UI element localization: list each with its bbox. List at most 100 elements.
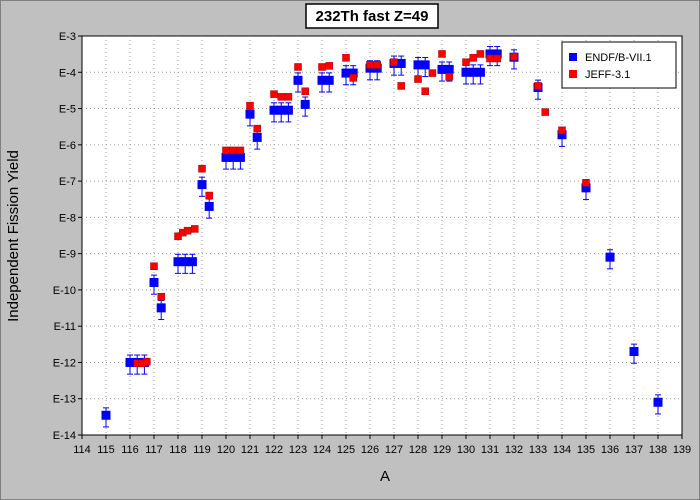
point-jeff [397,82,405,90]
point-endf [101,410,111,420]
point-endf [197,180,207,190]
y-tick-label: E-10 [53,285,76,297]
x-tick-label: 133 [529,444,547,456]
x-tick-label: 121 [241,444,259,456]
y-tick-label: E-9 [59,249,76,261]
plot-area [81,35,683,436]
point-endf [475,67,485,77]
y-tick-label: E-14 [53,430,76,442]
point-jeff [270,90,278,98]
point-jeff [157,292,165,301]
x-tick-label: 128 [409,444,427,456]
point-jeff [349,74,357,82]
x-tick-label: 117 [145,444,163,456]
point-jeff [421,87,429,95]
point-jeff [541,108,549,116]
legend-label-endf: ENDF/B-VII.1 [585,52,652,64]
y-axis-label: Independent Fission Yield [5,150,22,322]
y-tick-label: E-13 [53,394,76,406]
point-jeff [510,52,518,61]
point-endf [156,303,166,313]
x-tick-label: 114 [73,444,91,456]
y-tick-label: E-3 [59,31,76,43]
x-tick-label: 131 [481,444,499,456]
point-jeff [301,87,309,95]
point-endf [149,278,159,288]
point-jeff [325,62,333,70]
point-jeff [205,191,213,200]
point-endf [269,105,279,115]
point-jeff [486,54,494,63]
point-jeff [284,93,293,101]
point-endf [437,64,447,74]
point-endf [557,130,567,140]
x-tick-label: 118 [169,444,187,456]
x-tick-label: 122 [265,444,283,456]
point-jeff [198,164,206,173]
x-tick-label: 136 [601,444,619,456]
legend-box [561,41,677,89]
x-axis-ticks: 114 115 116 117 118 119 120 121 122 123 124 125 126 1… [73,435,691,456]
x-tick-label: 130 [457,444,475,456]
x-tick-label: 124 [313,444,331,456]
x-tick-label: 138 [649,444,667,456]
legend-marker-endf [569,53,577,61]
point-endf [252,132,262,142]
x-tick-label: 132 [505,444,523,456]
point-endf [187,257,197,267]
y-tick-label: E-11 [54,321,76,333]
point-jeff [390,58,398,66]
point-endf [420,60,430,70]
point-jeff [366,61,374,69]
point-jeff [534,82,542,90]
point-endf [173,257,183,267]
legend-label-jeff: JEFF-3.1 [585,69,630,81]
point-endf [300,99,310,109]
point-endf [629,347,639,357]
point-endf [444,64,454,74]
point-endf [125,357,135,367]
x-tick-label: 126 [361,444,379,456]
point-jeff [469,54,477,62]
point-jeff [222,146,230,155]
point-endf [461,67,471,77]
point-endf [341,68,351,78]
point-endf [413,60,423,70]
point-jeff [428,69,437,77]
x-tick-label: 123 [289,444,307,456]
point-jeff [493,54,501,63]
chart-title: 232Th fast Z=49 [316,8,429,25]
point-jeff [253,124,261,133]
point-endf [221,152,231,162]
point-jeff [558,126,566,135]
grid [82,36,682,435]
x-tick-label: 137 [625,444,643,456]
x-tick-label: 119 [193,444,211,456]
x-tick-label: 134 [553,444,571,456]
y-tick-label: E-7 [59,176,76,188]
point-endf [204,201,214,211]
legend-marker-jeff [569,70,577,78]
point-jeff [143,357,151,366]
x-tick-label: 115 [97,444,115,456]
x-tick-label: 139 [673,444,691,456]
point-endf [581,183,591,193]
point-endf [228,152,238,162]
point-endf [283,105,293,115]
point-jeff [438,50,446,58]
x-tick-label: 135 [577,444,595,456]
point-endf [485,49,495,59]
point-jeff [318,63,326,71]
point-endf [396,58,406,68]
point-endf [245,109,255,119]
data-points [101,49,663,420]
point-jeff [246,101,254,110]
x-tick-label: 125 [337,444,355,456]
legend: ENDF/B-VII.1 JEFF-3.1 [561,41,677,89]
y-tick-label: E-12 [53,357,76,369]
point-jeff [582,179,590,187]
point-jeff [183,226,192,235]
point-jeff [277,93,285,101]
x-tick-label: 116 [121,444,139,456]
